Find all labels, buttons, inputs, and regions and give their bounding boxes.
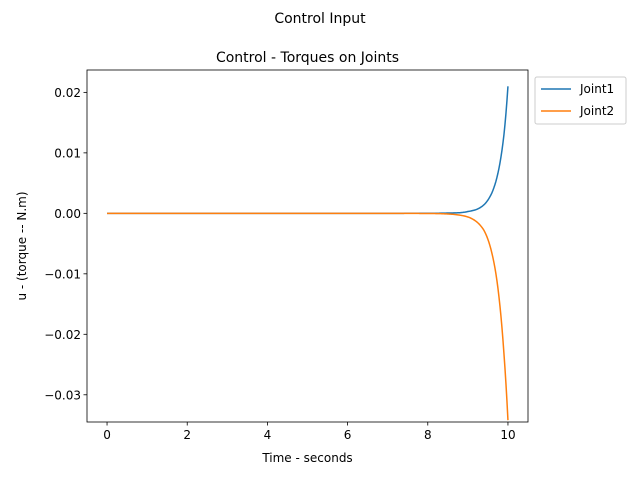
x-tick-label: 10 — [500, 428, 515, 442]
x-ticks: 0 2 4 6 8 10 — [103, 422, 516, 442]
y-tick-label: 0.00 — [54, 207, 81, 221]
y-tick-label: −0.03 — [44, 388, 81, 402]
x-tick-label: 2 — [183, 428, 191, 442]
y-tick-label: −0.02 — [44, 328, 81, 342]
x-tick-label: 4 — [264, 428, 272, 442]
x-tick-label: 0 — [103, 428, 111, 442]
series-line-joint1 — [107, 86, 509, 215]
y-ticks: 0.02 0.01 0.00 −0.01 −0.02 −0.03 — [44, 86, 87, 402]
x-axis-label: Time - seconds — [261, 451, 352, 465]
legend: Joint1 Joint2 — [534, 76, 627, 125]
plot-area: 0 2 4 6 8 10 0.02 0.01 0.00 −0.01 −0.02 −0.03 — [44, 69, 529, 442]
figure-suptitle: Control Input — [274, 11, 366, 27]
axes-frame — [86, 69, 529, 423]
y-tick-label: 0.01 — [54, 146, 81, 160]
y-tick-label: −0.01 — [44, 267, 81, 281]
legend-label-joint2: Joint2 — [579, 104, 614, 118]
series-line-joint2 — [107, 212, 509, 421]
chart-title: Control - Torques on Joints — [216, 50, 399, 66]
series-layer — [107, 86, 509, 421]
y-axis-label: u - (torque -- N.m) — [15, 191, 29, 300]
legend-label-joint1: Joint1 — [579, 82, 614, 96]
y-tick-label: 0.02 — [54, 86, 81, 100]
x-tick-label: 6 — [344, 428, 352, 442]
x-tick-label: 8 — [424, 428, 432, 442]
